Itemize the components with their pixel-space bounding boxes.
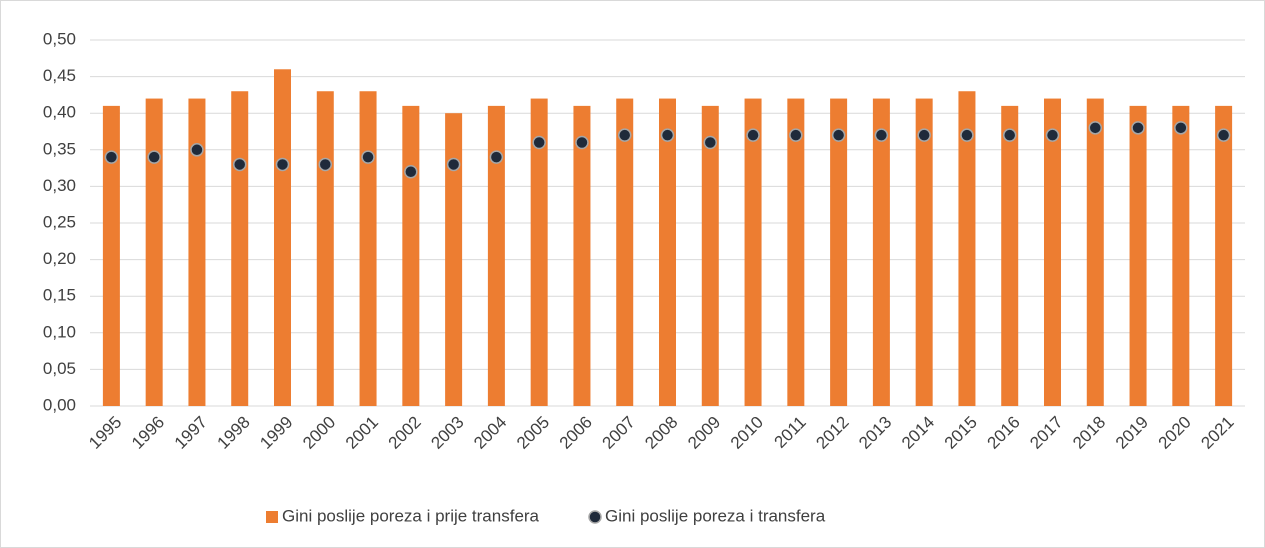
point [575, 135, 589, 150]
point [617, 128, 632, 142]
point [703, 135, 718, 150]
bar [1172, 105, 1190, 406]
bar [1044, 98, 1061, 406]
bar [787, 98, 805, 406]
point [831, 128, 846, 142]
bar [1086, 98, 1104, 406]
y-tick-label: 0,50 [43, 29, 76, 48]
point [960, 128, 974, 142]
point [789, 128, 803, 142]
point [874, 128, 889, 142]
bar [274, 69, 291, 406]
bar [145, 98, 163, 406]
y-tick-label: 0,40 [43, 103, 76, 122]
y-tick-label: 0,35 [43, 139, 76, 158]
bar [1129, 105, 1147, 406]
bar [659, 98, 676, 406]
point [104, 150, 119, 164]
point [1045, 128, 1060, 142]
point [660, 128, 675, 142]
point [1088, 121, 1103, 135]
point [318, 157, 333, 172]
bar [102, 105, 120, 406]
y-tick-label: 0,45 [43, 66, 76, 85]
bar [402, 105, 420, 406]
y-tick-label: 0,15 [43, 286, 76, 305]
bar [1001, 105, 1019, 406]
bar [487, 105, 505, 406]
bar [188, 98, 206, 406]
point [190, 143, 204, 157]
legend-swatch [266, 511, 278, 523]
point [232, 157, 247, 172]
bar [445, 113, 463, 406]
bar [359, 91, 377, 407]
legend-label: Gini poslije poreza i prije transfera [282, 506, 540, 525]
y-tick-label: 0,25 [43, 212, 76, 231]
y-tick-label: 0,05 [43, 359, 76, 378]
point [446, 157, 461, 172]
point [1131, 121, 1145, 135]
bar [872, 98, 890, 406]
bar [573, 105, 591, 406]
bar [830, 98, 848, 406]
bar [616, 98, 634, 406]
point [1002, 128, 1017, 142]
bar [744, 98, 762, 406]
point [489, 150, 504, 164]
point [275, 157, 290, 172]
y-tick-label: 0,00 [43, 395, 76, 414]
bar [231, 91, 249, 407]
point [147, 150, 161, 164]
bar [530, 98, 548, 406]
legend-swatch [588, 510, 602, 524]
bar [958, 91, 976, 407]
bar [701, 105, 719, 406]
point [361, 150, 375, 164]
point [532, 135, 546, 150]
bar [1215, 105, 1233, 406]
point [746, 128, 760, 142]
point [1216, 128, 1231, 142]
y-tick-label: 0,10 [43, 322, 76, 341]
point [404, 165, 418, 179]
point [917, 128, 931, 142]
point [1174, 121, 1188, 135]
legend-label: Gini poslije poreza i transfera [605, 506, 826, 525]
y-tick-label: 0,20 [43, 249, 76, 268]
y-tick-label: 0,30 [43, 176, 76, 195]
bar [316, 91, 334, 407]
bar [915, 98, 933, 406]
